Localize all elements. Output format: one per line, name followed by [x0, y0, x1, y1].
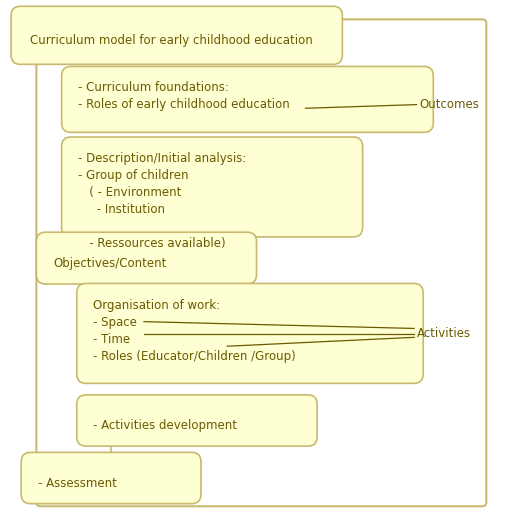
- Text: - Curriculum foundations:
- Roles of early childhood education: - Curriculum foundations: - Roles of ear…: [78, 81, 290, 111]
- Text: Outcomes: Outcomes: [419, 98, 479, 111]
- FancyBboxPatch shape: [62, 66, 433, 132]
- Text: - Activities development: - Activities development: [93, 419, 237, 433]
- FancyBboxPatch shape: [11, 6, 342, 64]
- FancyBboxPatch shape: [77, 283, 423, 383]
- FancyBboxPatch shape: [36, 232, 257, 284]
- Text: - Description/Initial analysis:
- Group of children
   ( - Environment
     - In: - Description/Initial analysis: - Group …: [78, 152, 246, 249]
- Text: - Assessment: - Assessment: [38, 477, 117, 490]
- Text: Organisation of work:
- Space
- Time
- Roles (Educator/Children /Group): Organisation of work: - Space - Time - R…: [93, 299, 296, 363]
- Text: Curriculum model for early childhood education: Curriculum model for early childhood edu…: [30, 34, 313, 47]
- Text: Objectives/Content: Objectives/Content: [53, 257, 167, 270]
- Text: Activities: Activities: [417, 327, 471, 340]
- FancyBboxPatch shape: [62, 137, 363, 237]
- FancyBboxPatch shape: [21, 452, 201, 504]
- FancyBboxPatch shape: [77, 395, 317, 446]
